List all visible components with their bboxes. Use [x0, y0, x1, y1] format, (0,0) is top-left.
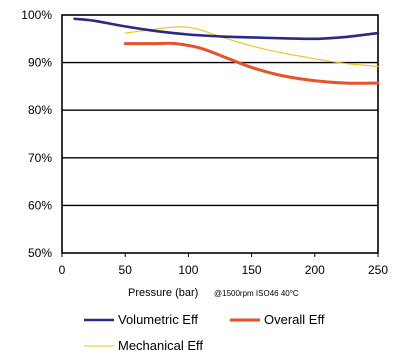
y-tick-label: 80% — [28, 103, 52, 117]
legend-label-mechanical-eff: Mechanical Eff — [118, 338, 203, 353]
y-tick-label: 70% — [28, 151, 52, 165]
y-tick-label: 100% — [21, 8, 52, 22]
x-tick-label: 200 — [305, 263, 325, 277]
grid-lines — [62, 61, 378, 207]
x-axis-label: Pressure (bar) — [128, 287, 198, 299]
y-tick-label: 60% — [28, 198, 52, 212]
series-line-mechanical-eff — [124, 26, 379, 67]
y-tick-label: 90% — [28, 56, 52, 70]
y-tick-label: 50% — [28, 246, 52, 260]
legend-label-overall-eff: Overall Eff — [264, 312, 325, 327]
x-tick-label: 150 — [242, 263, 262, 277]
x-axis-note: @1500rpm ISO46 40°C — [214, 289, 299, 298]
x-tick-label: 250 — [368, 263, 388, 277]
x-tick-label: 50 — [119, 263, 133, 277]
series-line-volumetric-eff — [73, 17, 380, 41]
series-lines — [73, 17, 380, 85]
x-tick-label: 0 — [59, 263, 66, 277]
y-axis-ticks: 50% 60% 70% 80% 90% 100% — [21, 8, 52, 260]
plot-frame — [61, 14, 379, 254]
x-axis-ticks: 0 50 100 150 200 250 — [59, 253, 388, 277]
x-tick-label: 100 — [178, 263, 198, 277]
legend-label-volumetric-eff: Volumetric Eff — [118, 312, 198, 327]
legend: Volumetric Eff Overall Eff Mechanical Eff — [84, 312, 325, 353]
series-line-overall-eff — [123, 41, 380, 85]
